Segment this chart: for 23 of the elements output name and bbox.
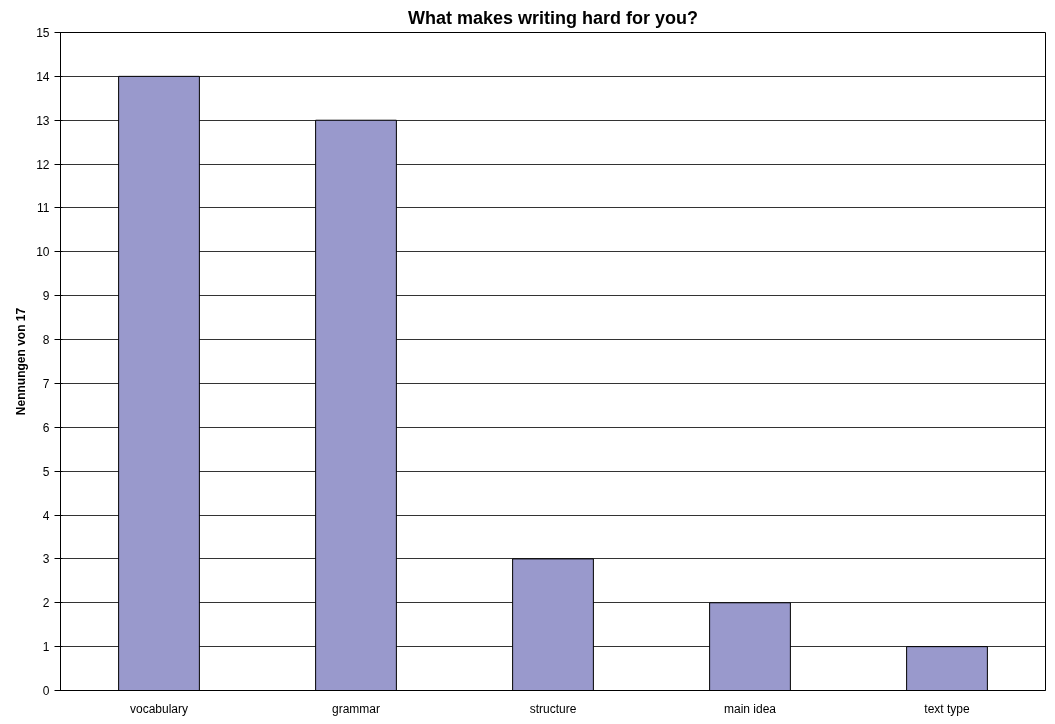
y-tick-label: 2 (42, 596, 50, 611)
y-tick-label: 13 (36, 113, 50, 128)
y-tick-label: 7 (42, 376, 50, 391)
y-tick-label: 14 (36, 69, 50, 84)
y-tick-label: 12 (36, 157, 50, 172)
y-tick-label: 0 (42, 684, 50, 698)
y-tick-label: 15 (36, 26, 50, 40)
x-tick-label: vocabulary (129, 701, 189, 716)
y-tick-label: 6 (42, 420, 50, 435)
y-tick-label: 5 (42, 464, 50, 479)
x-tick-label: grammar (332, 701, 381, 716)
y-tick-label: 11 (37, 201, 50, 216)
y-tick-label: 10 (36, 245, 50, 260)
y-axis-title: Nennungen von 17 (14, 307, 29, 416)
x-tick-label: main idea (723, 701, 777, 716)
y-tick-label: 1 (42, 640, 50, 655)
y-tick-label: 8 (42, 333, 50, 348)
y-tick-label: 9 (42, 289, 50, 304)
x-tick-label: structure (529, 701, 577, 716)
y-tick-label: 3 (42, 552, 50, 567)
y-tick-label: 4 (42, 508, 50, 523)
chart-title: What makes writing hard for you? (407, 7, 699, 28)
x-tick-label: text type (924, 701, 970, 716)
